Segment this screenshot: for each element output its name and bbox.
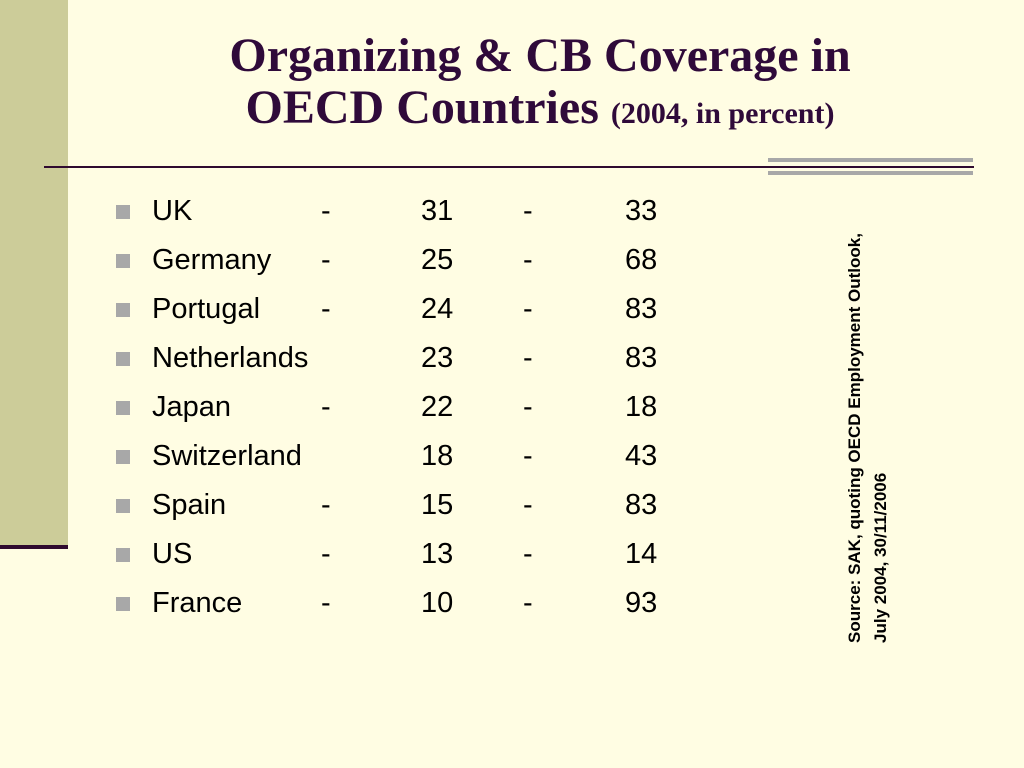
separator-dash: - <box>523 538 533 570</box>
organizing-rate: 18 <box>421 440 454 472</box>
cb-coverage-rate: 83 <box>625 293 658 325</box>
cb-coverage-rate: 14 <box>625 538 658 570</box>
list-item: Switzerland 18 - 43 <box>112 432 732 481</box>
cb-coverage-rate: 83 <box>625 489 658 521</box>
organizing-rate: 22 <box>421 391 454 423</box>
cb-coverage-rate: 68 <box>625 244 658 276</box>
list-item: UK - 31 - 33 <box>112 187 732 236</box>
country-name: Japan <box>152 391 232 423</box>
title-subtitle: (2004, in percent) <box>610 96 835 130</box>
source-note: Source: SAK, quoting OECD Employment Out… <box>842 233 894 643</box>
list-item: Spain - 15 - 83 <box>112 481 732 530</box>
square-bullet-icon <box>116 450 130 464</box>
list-item: US - 13 - 14 <box>112 530 732 579</box>
gray-accent-bar-top <box>768 158 973 162</box>
title-main: OECD Countries <box>245 80 599 134</box>
title-line-2: OECD Countries (2004, in percent) <box>140 80 940 134</box>
cb-coverage-rate: 93 <box>625 587 658 619</box>
organizing-rate: 25 <box>421 244 454 276</box>
cb-coverage-rate: 43 <box>625 440 658 472</box>
square-bullet-icon <box>116 548 130 562</box>
separator-dash: - <box>321 195 331 227</box>
gray-accent-bar-bottom <box>768 171 973 175</box>
square-bullet-icon <box>116 352 130 366</box>
list-item: Portugal - 24 - 83 <box>112 285 732 334</box>
source-line-1: Source: SAK, quoting OECD Employment Out… <box>845 233 864 643</box>
cb-coverage-rate: 83 <box>625 342 658 374</box>
title-divider <box>44 166 974 168</box>
separator-dash: - <box>321 587 331 619</box>
square-bullet-icon <box>116 254 130 268</box>
square-bullet-icon <box>116 303 130 317</box>
separator-dash: - <box>523 293 533 325</box>
country-name: Germany <box>152 244 272 276</box>
square-bullet-icon <box>116 499 130 513</box>
separator-dash: - <box>523 440 533 472</box>
square-bullet-icon <box>116 597 130 611</box>
square-bullet-icon <box>116 401 130 415</box>
list-item: Germany - 25 - 68 <box>112 236 732 285</box>
country-list: UK -31-33 Germany -25-68 Portugal -24-83 Nethe… <box>112 187 732 628</box>
separator-dash: - <box>321 489 331 521</box>
organizing-rate: 13 <box>421 538 454 570</box>
left-decorative-band <box>0 0 68 545</box>
separator-dash: - <box>321 293 331 325</box>
organizing-rate: 10 <box>421 587 454 619</box>
country-name: Spain <box>152 489 227 521</box>
list-item: Japan - 22 - 18 <box>112 383 732 432</box>
organizing-rate: 31 <box>421 195 454 227</box>
separator-dash: - <box>523 587 533 619</box>
separator-dash: - <box>321 538 331 570</box>
country-name: France <box>152 587 243 619</box>
cb-coverage-rate: 18 <box>625 391 658 423</box>
country-name: Portugal <box>152 293 261 325</box>
organizing-rate: 15 <box>421 489 454 521</box>
square-bullet-icon <box>116 205 130 219</box>
left-accent-rule <box>0 545 68 549</box>
country-name: Switzerland <box>152 440 302 472</box>
organizing-rate: 24 <box>421 293 454 325</box>
separator-dash: - <box>523 391 533 423</box>
country-name: UK <box>152 195 193 227</box>
separator-dash: - <box>523 342 533 374</box>
separator-dash: - <box>321 244 331 276</box>
cb-coverage-rate: 33 <box>625 195 658 227</box>
organizing-rate: 23 <box>421 342 454 374</box>
title-line-1: Organizing & CB Coverage in <box>229 29 851 82</box>
source-line-2: July 2004, 30/11/2006 <box>871 472 890 643</box>
list-item: Netherlands 23 - 83 <box>112 334 732 383</box>
separator-dash: - <box>523 489 533 521</box>
list-item: France - 10 - 93 <box>112 579 732 628</box>
country-name: US <box>152 538 193 570</box>
slide-title: Organizing & CB Coverage in OECD Countri… <box>140 30 940 134</box>
country-name: Netherlands <box>152 342 309 374</box>
separator-dash: - <box>523 244 533 276</box>
separator-dash: - <box>321 391 331 423</box>
separator-dash: - <box>523 195 533 227</box>
